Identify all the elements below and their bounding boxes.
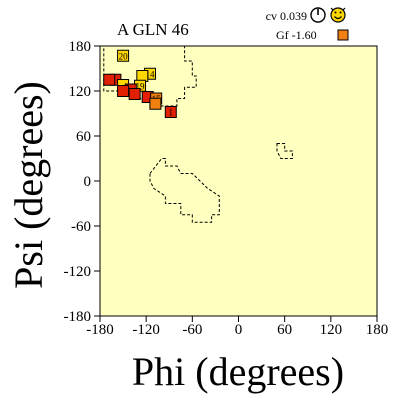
- x-tick-label: -60: [182, 322, 202, 338]
- x-tick-label: 120: [320, 322, 343, 338]
- x-tick-label: -120: [132, 322, 160, 338]
- residue-label: A GLN 46: [117, 20, 189, 39]
- y-tick-label: 0: [84, 174, 92, 190]
- gf-label: Gf -1.60: [276, 28, 317, 42]
- data-point: 1: [164, 106, 177, 118]
- cv-label: cv 0.039: [266, 9, 307, 23]
- point-label: 19: [136, 81, 146, 91]
- y-axis-title: Psi (degrees): [6, 81, 51, 289]
- x-tick-label: 0: [235, 322, 243, 338]
- y-tick-label: -60: [71, 219, 91, 235]
- point-marker: [117, 49, 130, 62]
- point-marker: [103, 73, 116, 86]
- point-marker: [149, 97, 162, 110]
- data-point: 20: [117, 49, 130, 62]
- data-point: [117, 85, 130, 97]
- point-label: 1: [169, 108, 174, 118]
- point-label: 14: [146, 69, 156, 79]
- y-tick-label: -120: [64, 264, 92, 280]
- smiley-face-icon: [330, 7, 346, 23]
- y-tick-label: 180: [69, 39, 92, 55]
- data-point: [103, 73, 116, 86]
- x-tick-label: -180: [86, 322, 114, 338]
- allowed-region-2: [149, 158, 220, 223]
- gf-color-marker: [337, 29, 349, 41]
- x-axis-title: Phi (degrees): [132, 349, 344, 394]
- x-tick-label: 60: [277, 322, 292, 338]
- allowed-region-3: [276, 143, 293, 159]
- point-marker: [117, 85, 130, 97]
- data-points: 201419151: [103, 49, 177, 118]
- point-label: 20: [119, 51, 129, 61]
- data-point: [128, 88, 141, 100]
- data-point: [149, 97, 162, 110]
- x-tick-label: 180: [366, 322, 389, 338]
- point-marker: [164, 106, 177, 118]
- point-marker: [128, 88, 141, 100]
- y-tick-label: 60: [76, 129, 91, 145]
- y-tick-label: -180: [64, 309, 92, 325]
- stopwatch-icon: [310, 7, 326, 23]
- y-tick-label: 120: [69, 84, 92, 100]
